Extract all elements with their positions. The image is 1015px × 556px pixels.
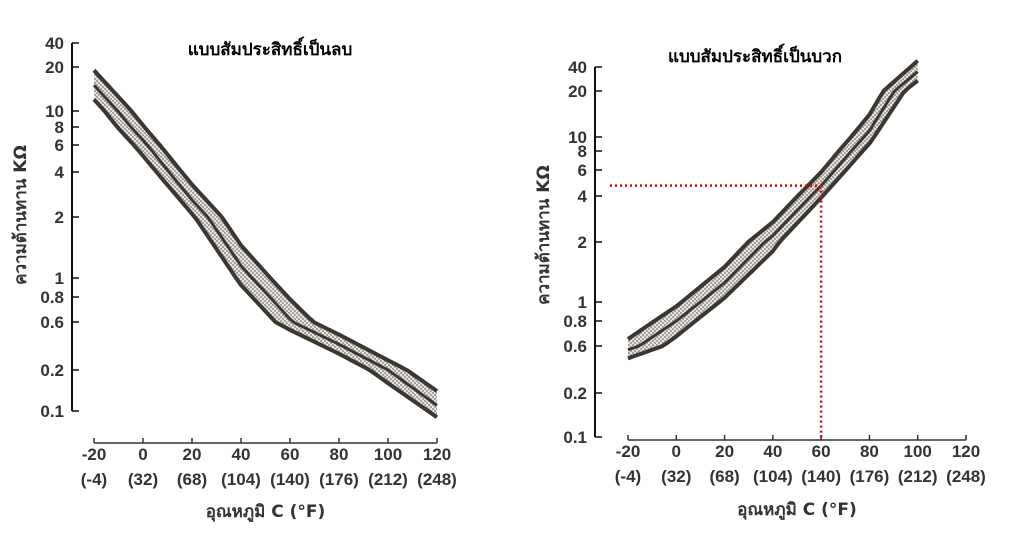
y-tick-label: 4 <box>55 163 65 182</box>
y-tick-label: 40 <box>45 34 64 53</box>
x-tick-label: 80 <box>330 445 349 464</box>
y-tick-label: 20 <box>45 58 64 77</box>
tolerance-band <box>628 60 918 359</box>
y-tick-label: 8 <box>55 118 64 137</box>
y-tick-label: 1 <box>55 269 64 288</box>
x-axis-label: อุณหภูมิ C (°F) <box>206 502 326 523</box>
x-tick-label-fahrenheit: (212) <box>368 470 408 489</box>
x-tick-label-fahrenheit: (176) <box>319 470 359 489</box>
x-tick-label: 0 <box>672 442 681 461</box>
x-tick-label-fahrenheit: (212) <box>898 467 938 486</box>
x-tick-label: 60 <box>812 442 831 461</box>
x-tick-label-fahrenheit: (140) <box>801 467 841 486</box>
y-tick-label: 10 <box>568 128 587 147</box>
x-tick-label-fahrenheit: (140) <box>270 470 310 489</box>
lower-tolerance-line <box>627 79 919 361</box>
x-tick-label-fahrenheit: (-4) <box>81 470 107 489</box>
y-axis-label: ความต้านทาน KΩ <box>11 145 31 285</box>
y-tick-label: 4 <box>578 187 588 206</box>
y-tick-label: 0.6 <box>40 313 64 332</box>
x-tick-label-fahrenheit: (68) <box>709 467 739 486</box>
x-tick-label: -20 <box>82 445 107 464</box>
chart-title: แบบสัมประสิทธิ์เป็นลบ <box>188 36 353 60</box>
nominal-curve <box>627 70 919 352</box>
upper-tolerance-line <box>626 59 920 341</box>
x-tick-label: 20 <box>715 442 734 461</box>
y-tick-label: 0.6 <box>563 337 587 356</box>
x-tick-label: 80 <box>860 442 879 461</box>
y-tick-label: 6 <box>55 136 64 155</box>
x-axis-label: อุณหภูมิ C (°F) <box>737 500 857 521</box>
x-tick-label-fahrenheit: (104) <box>753 467 793 486</box>
tolerance-band <box>94 70 437 418</box>
y-tick-label: 0.2 <box>563 384 587 403</box>
y-tick-label: 10 <box>45 102 64 121</box>
x-tick-label-fahrenheit: (68) <box>177 470 207 489</box>
x-tick-label-fahrenheit: (176) <box>850 467 890 486</box>
nominal-curve <box>92 84 438 407</box>
y-tick-label: 6 <box>578 161 587 180</box>
x-tick-label: 120 <box>423 445 451 464</box>
y-tick-label: 1 <box>578 293 587 312</box>
chart-title: แบบสัมประสิทธิ์เป็นบวก <box>668 43 842 67</box>
y-tick-label: 0.1 <box>40 402 64 421</box>
x-tick-label: 60 <box>281 445 300 464</box>
y-axis-label: ความต้านทาน KΩ <box>534 165 554 305</box>
x-tick-label: 40 <box>232 445 251 464</box>
upper-tolerance-line <box>92 68 439 393</box>
x-tick-label: 20 <box>183 445 202 464</box>
x-tick-label-fahrenheit: (104) <box>221 470 261 489</box>
x-tick-label-fahrenheit: (-4) <box>615 467 641 486</box>
y-tick-label: 0.8 <box>40 288 64 307</box>
y-tick-label: 2 <box>55 208 64 227</box>
x-tick-label: 40 <box>763 442 782 461</box>
x-tick-label: 0 <box>138 445 147 464</box>
y-tick-label: 2 <box>578 233 587 252</box>
x-tick-label: -20 <box>616 442 641 461</box>
lower-tolerance-line <box>92 98 439 419</box>
x-tick-label: 100 <box>374 445 402 464</box>
x-tick-label-fahrenheit: (248) <box>946 467 986 486</box>
y-tick-label: 0.8 <box>563 312 587 331</box>
x-tick-label: 120 <box>952 442 980 461</box>
y-tick-label: 8 <box>578 142 587 161</box>
x-tick-label: 100 <box>904 442 932 461</box>
y-tick-label: 40 <box>568 58 587 77</box>
x-tick-label-fahrenheit: (32) <box>661 467 691 486</box>
x-tick-label-fahrenheit: (248) <box>417 470 457 489</box>
y-tick-label: 20 <box>568 82 587 101</box>
y-tick-label: 0.2 <box>40 361 64 380</box>
x-tick-label-fahrenheit: (32) <box>128 470 158 489</box>
y-tick-label: 0.1 <box>563 428 587 447</box>
